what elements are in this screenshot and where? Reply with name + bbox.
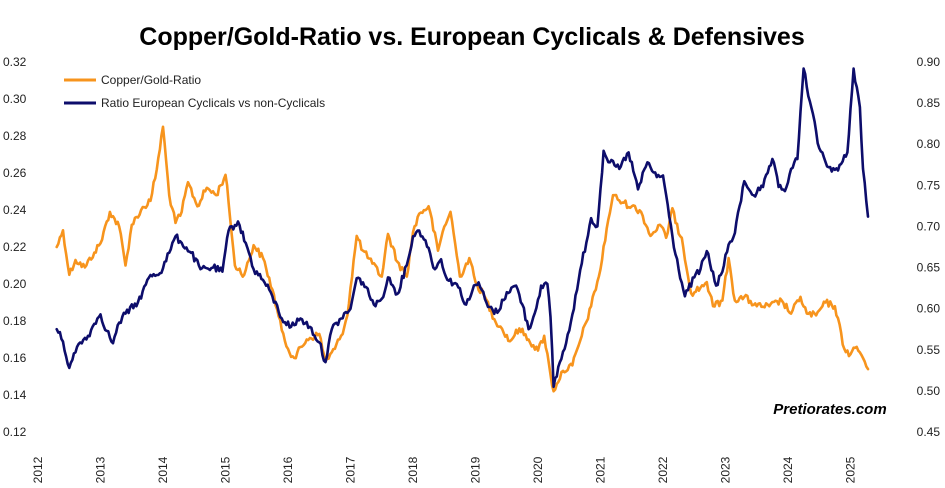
left-tick-label: 0.28	[3, 129, 27, 143]
left-tick-label: 0.18	[3, 314, 27, 328]
left-tick-label: 0.12	[3, 425, 27, 439]
left-tick-label: 0.30	[3, 92, 27, 106]
right-tick-label: 0.55	[917, 343, 941, 357]
legend-label-copper-gold: Copper/Gold-Ratio	[101, 73, 201, 87]
left-tick-label: 0.24	[3, 203, 27, 217]
legend: Copper/Gold-Ratio Ratio European Cyclica…	[64, 73, 325, 110]
right-tick-label: 0.50	[917, 384, 941, 398]
left-tick-label: 0.14	[3, 388, 27, 402]
x-tick-label: 2025	[844, 456, 858, 483]
chart-title: Copper/Gold-Ratio vs. European Cyclicals…	[139, 23, 804, 51]
x-tick-label: 2016	[281, 456, 295, 483]
left-tick-label: 0.22	[3, 240, 27, 254]
right-tick-label: 0.70	[917, 219, 941, 233]
x-tick-label: 2021	[594, 456, 608, 483]
right-tick-label: 0.85	[917, 96, 941, 110]
right-tick-label: 0.80	[917, 137, 941, 151]
right-tick-label: 0.90	[917, 55, 941, 69]
x-tick-label: 2015	[219, 456, 233, 483]
series-layer	[55, 67, 870, 393]
watermark: Pretiorates.com	[773, 401, 886, 418]
right-tick-label: 0.75	[917, 178, 941, 192]
x-tick-label: 2018	[406, 456, 420, 483]
series-line-copper-gold	[55, 125, 870, 393]
x-tick-label: 2019	[469, 456, 483, 483]
left-axis-ticks: 0.12 0.14 0.16 0.18 0.20 0.22 0.24 0.26 0.28 0.30…	[3, 55, 27, 439]
x-axis-ticks: 2012 2013 2014 2015 2016 2017 2018 2019 2020 2021…	[31, 456, 858, 483]
x-tick-label: 2014	[156, 456, 170, 483]
x-tick-label: 2024	[781, 456, 795, 483]
right-axis-ticks: 0.45 0.50 0.55 0.60 0.65 0.70 0.75 0.80 0.85 0.90	[917, 55, 941, 439]
left-tick-label: 0.32	[3, 55, 27, 69]
legend-label-european-cyclicals: Ratio European Cyclicals vs non-Cyclical…	[101, 96, 325, 110]
right-tick-label: 0.45	[917, 425, 941, 439]
x-tick-label: 2020	[531, 456, 545, 483]
left-tick-label: 0.26	[3, 166, 27, 180]
x-tick-label: 2017	[344, 456, 358, 483]
left-tick-label: 0.20	[3, 277, 27, 291]
x-tick-label: 2012	[31, 456, 45, 483]
right-tick-label: 0.65	[917, 261, 941, 275]
x-tick-label: 2022	[656, 456, 670, 483]
left-tick-label: 0.16	[3, 351, 27, 365]
x-tick-label: 2013	[94, 456, 108, 483]
right-tick-label: 0.60	[917, 302, 941, 316]
series-line-european-cyclicals	[55, 67, 870, 389]
x-tick-label: 2023	[719, 456, 733, 483]
